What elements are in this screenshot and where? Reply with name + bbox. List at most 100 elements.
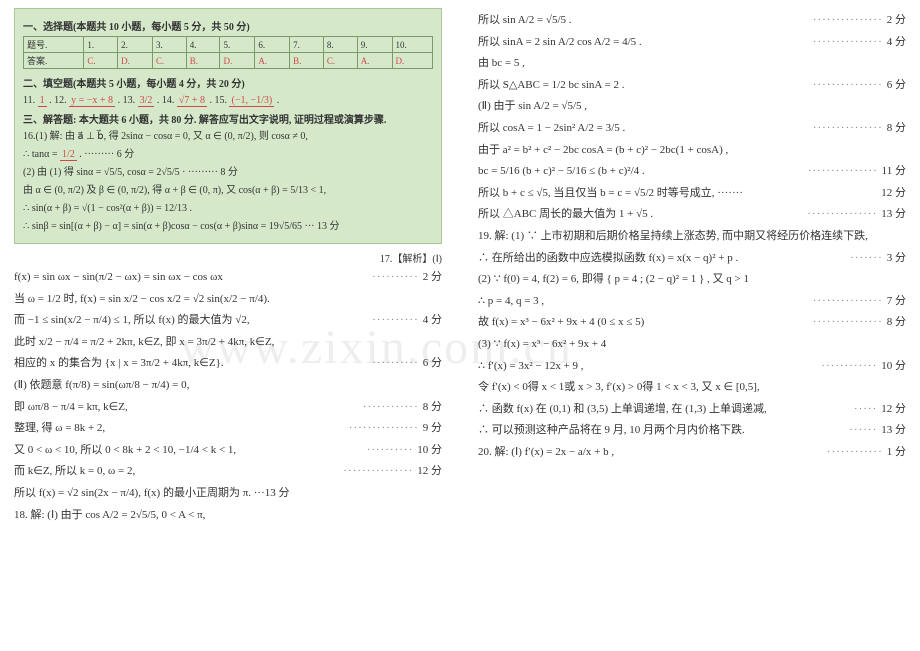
dots: ·········· (372, 269, 419, 287)
dots: ··············· (343, 463, 413, 481)
eq: 所以 △ABC 周长的最大值为 1 + √5 . (478, 206, 803, 224)
eq-line: (Ⅱ) 依题意 f(π/8) = sin(ωπ/8 − π/4) = 0, (14, 377, 442, 395)
num: 12. (54, 95, 67, 106)
q16-line: 16.(1) 解: 由 a⃗ ⊥ b⃗, 得 2sinα − cosα = 0,… (23, 129, 433, 144)
pts: 8 分 (887, 120, 906, 138)
q16-lineb: ∴ tanα = 1/2 . ········· 6 分 (23, 147, 433, 162)
cell: 2. (118, 37, 153, 53)
ans: 3/2 (138, 95, 155, 107)
right-column: 所以 sin A/2 = √5/5 .···············2 分 所以… (460, 0, 920, 536)
dots: ··············· (813, 120, 883, 138)
eq: 20. 解: (Ⅰ) f′(x) = 2x − a/x + b , (478, 444, 823, 462)
section3-title: 三、解答题: 本大题共 6 小题，共 80 分. 解答应写出文字说明, 证明过程… (23, 111, 433, 126)
eq-line: 而 −1 ≤ sin(x/2 − π/4) ≤ 1, 所以 f(x) 的最大值为… (14, 312, 442, 330)
q16-linec: (2) 由 (1) 得 sinα = √5/5, cosα = 2√5/5 · … (23, 165, 433, 180)
cell: A. (357, 53, 392, 69)
eq-line: (Ⅱ) 由于 sin A/2 = √5/5 , (478, 98, 906, 116)
num: 14. (162, 95, 175, 106)
table-row: 答案. C. D. C. B. D. A. B. C. A. D. (24, 53, 433, 69)
pts: 2 分 (423, 269, 442, 287)
dots: ············ (821, 358, 877, 376)
cell: B. (186, 53, 220, 69)
eq: 由 bc = 5 , (478, 55, 906, 73)
eq-line: ∴ p = 4, q = 3 ,···············7 分 (478, 293, 906, 311)
pts: 13 分 (881, 422, 906, 440)
cell: 9. (357, 37, 392, 53)
eq-line: 又 0 < ω < 10, 所以 0 < 8k + 2 < 10, −1/4 <… (14, 442, 442, 460)
cell: 10. (392, 37, 432, 53)
eq: 所以 S△ABC = 1/2 bc sinA = 2 . (478, 77, 809, 95)
eq-line: 整理, 得 ω = 8k + 2,···············9 分 (14, 420, 442, 438)
pts: 8 分 (887, 314, 906, 332)
eq: (Ⅱ) 依题意 f(π/8) = sin(ωπ/8 − π/4) = 0, (14, 377, 442, 395)
pts: 4 分 (887, 34, 906, 52)
dots: ··············· (813, 77, 883, 95)
cell: D. (220, 53, 255, 69)
q17-label: 17.【解析】(Ⅰ) (14, 250, 442, 265)
eq: ∴ 函数 f(x) 在 (0,1) 和 (3,5) 上单调递增, 在 (1,3)… (478, 401, 850, 419)
eq-line: 所以 cosA = 1 − 2sin² A/2 = 3/5 .·········… (478, 120, 906, 138)
eq-line: 所以 sinA = 2 sin A/2 cos A/2 = 4/5 .·····… (478, 34, 906, 52)
eq-line: 当 ω = 1/2 时, f(x) = sin x/2 − cos x/2 = … (14, 291, 442, 309)
dots: ······ (849, 422, 877, 440)
fill-blank-row: 11. 1 . 12. y = −x + 8 . 13. 3/2 . 14. √… (23, 93, 433, 108)
cell: 6. (255, 37, 290, 53)
eq: 而 −1 ≤ sin(x/2 − π/4) ≤ 1, 所以 f(x) 的最大值为… (14, 312, 368, 330)
eq-line: (3) ∵ f(x) = x³ − 6x² + 9x + 4 (478, 336, 906, 354)
eq-line: 19. 解: (1) ∵ 上市初期和后期价格呈持续上涨态势, 而中期又将经历价格… (478, 228, 906, 246)
cell: C. (152, 53, 186, 69)
cell: C. (323, 53, 357, 69)
eq: (Ⅱ) 由于 sin A/2 = √5/5 , (478, 98, 906, 116)
pts: 6 分 (887, 77, 906, 95)
pts: 1 分 (887, 444, 906, 462)
eq-line: 由于 a² = b² + c² − 2bc cosA = (b + c)² − … (478, 142, 906, 160)
eq: bc = 5/16 (b + c)² − 5/16 ≤ (b + c)²/4 . (478, 163, 804, 181)
eq-line: 由 bc = 5 , (478, 55, 906, 73)
pts: 11 分 (882, 163, 906, 181)
eq-line: (2) ∵ f(0) = 4, f(2) = 6, 即得 { p = 4 ; (… (478, 271, 906, 289)
ans: y = −x + 8 (69, 95, 115, 107)
eq-line: bc = 5/16 (b + c)² − 5/16 ≤ (b + c)²/4 .… (478, 163, 906, 181)
cell: 7. (290, 37, 324, 53)
eq-line: 此时 x/2 − π/4 = π/2 + 2kπ, k∈Z, 即 x = 3π/… (14, 334, 442, 352)
eq-line: 20. 解: (Ⅰ) f′(x) = 2x − a/x + b ,·······… (478, 444, 906, 462)
eq: 即 ωπ/8 − π/4 = kπ, k∈Z, (14, 399, 359, 417)
ans: (−1, −1/3) (229, 95, 274, 107)
answer-table: 题号. 1. 2. 3. 4. 5. 6. 7. 8. 9. 10. 答案. C… (23, 36, 433, 69)
cell: D. (118, 53, 153, 69)
eq: 此时 x/2 − π/4 = π/2 + 2kπ, k∈Z, 即 x = 3π/… (14, 334, 442, 352)
pts: 3 分 (887, 250, 906, 268)
eq-line: 18. 解: (Ⅰ) 由于 cos A/2 = 2√5/5, 0 < A < π… (14, 507, 442, 525)
eq-line: 令 f′(x) < 0得 x < 1或 x > 3, f′(x) > 0得 1 … (478, 379, 906, 397)
eq: 由于 a² = b² + c² − 2bc cosA = (b + c)² − … (478, 142, 906, 160)
dots: ·········· (372, 355, 419, 373)
eq: 18. 解: (Ⅰ) 由于 cos A/2 = 2√5/5, 0 < A < π… (14, 507, 442, 525)
eq-line: 故 f(x) = x³ − 6x² + 9x + 4 (0 ≤ x ≤ 5)··… (478, 314, 906, 332)
q16-linef: ∴ sinβ = sin[(α + β) − α] = sin(α + β)co… (23, 219, 433, 234)
dots: ··············· (813, 293, 883, 311)
eq: (2) ∵ f(0) = 4, f(2) = 6, 即得 { p = 4 ; (… (478, 271, 906, 289)
dots: ············ (363, 399, 419, 417)
eq: 又 0 < ω < 10, 所以 0 < 8k + 2 < 10, −1/4 <… (14, 442, 363, 460)
eq: 令 f′(x) < 0得 x < 1或 x > 3, f′(x) > 0得 1 … (478, 379, 906, 397)
section1-title: 一、选择题(本题共 10 小题，每小题 5 分，共 50 分) (23, 18, 433, 33)
answer-key-box: 一、选择题(本题共 10 小题，每小题 5 分，共 50 分) 题号. 1. 2… (14, 8, 442, 244)
eq-line: ∴ 可以预测这种产品将在 9 月, 10 月两个月内价格下跌.······13 … (478, 422, 906, 440)
eq: ∴ f′(x) = 3x² − 12x + 9 , (478, 358, 817, 376)
eq-line: 即 ωπ/8 − π/4 = kπ, k∈Z,············8 分 (14, 399, 442, 417)
eq: ∴ tanα = (23, 149, 60, 160)
eq: (3) ∵ f(x) = x³ − 6x² + 9x + 4 (478, 336, 906, 354)
eq-line: 而 k∈Z, 所以 k = 0, ω = 2,···············12… (14, 463, 442, 481)
ans: 1/2 (60, 149, 77, 161)
dots: ··············· (813, 314, 883, 332)
q16-linee: ∴ sin(α + β) = √(1 − cos²(α + β)) = 12/1… (23, 201, 433, 216)
cell: 1. (84, 37, 118, 53)
eq: 整理, 得 ω = 8k + 2, (14, 420, 345, 438)
dots: ·········· (372, 312, 419, 330)
pts: 12 分 (881, 401, 906, 419)
cell: 5. (220, 37, 255, 53)
eq: 相应的 x 的集合为 {x | x = 3π/2 + 4kπ, k∈Z}. (14, 355, 368, 373)
pts: 12 分 (417, 463, 442, 481)
eq: 所以 b + c ≤ √5, 当且仅当 b = c = √5/2 时等号成立, … (478, 185, 881, 203)
eq-line: 相应的 x 的集合为 {x | x = 3π/2 + 4kπ, k∈Z}.···… (14, 355, 442, 373)
